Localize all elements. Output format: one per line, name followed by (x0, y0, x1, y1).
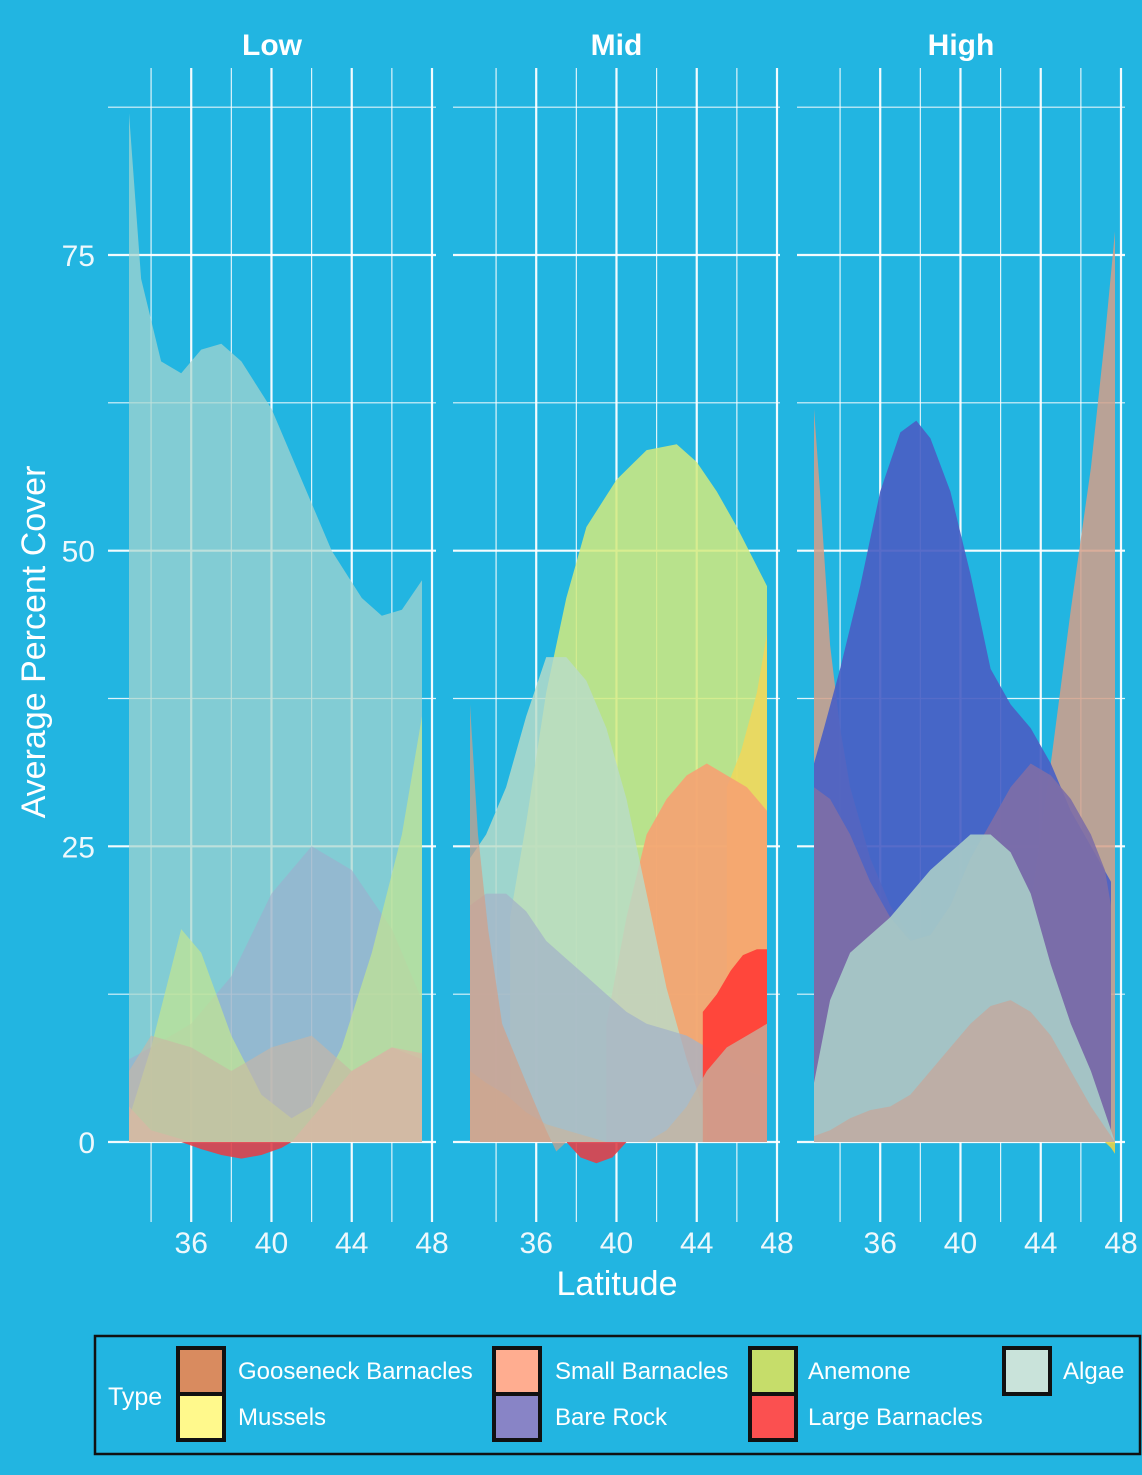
x-tick-label: 40 (600, 1227, 633, 1260)
legend-swatch (492, 1392, 542, 1442)
legend-item-mussels: Mussels (176, 1392, 326, 1442)
legend-item-anemone: Anemone (748, 1346, 911, 1396)
legend-item-gooseneck-barnacles: Gooseneck Barnacles (176, 1346, 473, 1396)
legend-swatch (748, 1346, 798, 1396)
legend-label: Gooseneck Barnacles (238, 1358, 473, 1385)
area-mussels (1104, 1142, 1115, 1154)
panel-high: High 36 40 44 48 (797, 29, 1138, 1260)
x-tick-label: 48 (760, 1227, 793, 1260)
area-large-barnacles (181, 1142, 292, 1159)
panel-title: High (928, 29, 995, 62)
panel-title: Mid (591, 29, 643, 62)
x-tick-label: 44 (335, 1227, 368, 1260)
area-small-barnacles (129, 1047, 422, 1142)
legend-item-algae: Algae (1002, 1346, 1124, 1396)
x-tick-label: 36 (175, 1227, 208, 1260)
y-tick-label: 50 (62, 536, 95, 569)
legend-label: Mussels (238, 1404, 326, 1431)
area-large-barnacles (566, 1142, 627, 1164)
legend-label: Bare Rock (555, 1404, 668, 1431)
panels-layer: Low 36 40 44 48 Mid 36 40 44 48 High 36 40 44 48 0 25 50 7… (62, 29, 1138, 1260)
legend: Type Gooseneck Barnacles Mussels Small Bar… (93, 1334, 1142, 1456)
legend-item-small-barnacles: Small Barnacles (492, 1346, 728, 1396)
x-tick-label: 44 (680, 1227, 713, 1260)
area-anemone (129, 716, 422, 1142)
y-tick-label: 75 (62, 240, 95, 273)
panel-title: Low (242, 29, 303, 62)
y-tick-label: 0 (78, 1127, 95, 1160)
area-gooseneck-barnacles (814, 1000, 1115, 1142)
legend-swatch (176, 1346, 226, 1396)
x-tick-label: 36 (864, 1227, 897, 1260)
x-tick-label: 44 (1024, 1227, 1057, 1260)
x-tick-label: 48 (1104, 1227, 1137, 1260)
area-layer (814, 231, 1115, 1154)
legend-swatch (1002, 1346, 1052, 1396)
legend-label: Algae (1063, 1358, 1124, 1385)
area-layer (470, 444, 767, 1164)
legend-swatch (748, 1392, 798, 1442)
legend-item-bare-rock: Bare Rock (492, 1392, 668, 1442)
legend-swatch (492, 1346, 542, 1396)
x-tick-label: 36 (520, 1227, 553, 1260)
area-gooseneck-barnacles (470, 1023, 767, 1142)
panel-mid: Mid 36 40 44 48 (453, 29, 794, 1260)
legend-title: Type (108, 1383, 162, 1411)
y-tick-label: 25 (62, 831, 95, 864)
legend-label: Small Barnacles (555, 1358, 728, 1385)
y-axis-title: Average Percent Cover (15, 466, 53, 819)
area-layer (129, 113, 422, 1159)
x-tick-label: 48 (415, 1227, 448, 1260)
legend-item-large-barnacles: Large Barnacles (748, 1392, 983, 1442)
legend-label: Anemone (808, 1358, 911, 1385)
area-small-barnacles (470, 704, 567, 1152)
x-tick-label: 40 (255, 1227, 288, 1260)
legend-box (93, 1334, 1142, 1456)
panel-low: Low 36 40 44 48 (108, 29, 449, 1260)
legend-label: Large Barnacles (808, 1404, 983, 1431)
legend-swatch (176, 1392, 226, 1442)
x-axis-title: Latitude (557, 1265, 678, 1303)
area-bare-rock (470, 893, 767, 1142)
x-tick-label: 40 (944, 1227, 977, 1260)
legend-items: Gooseneck Barnacles Mussels Small Barnacle… (176, 1346, 1124, 1442)
